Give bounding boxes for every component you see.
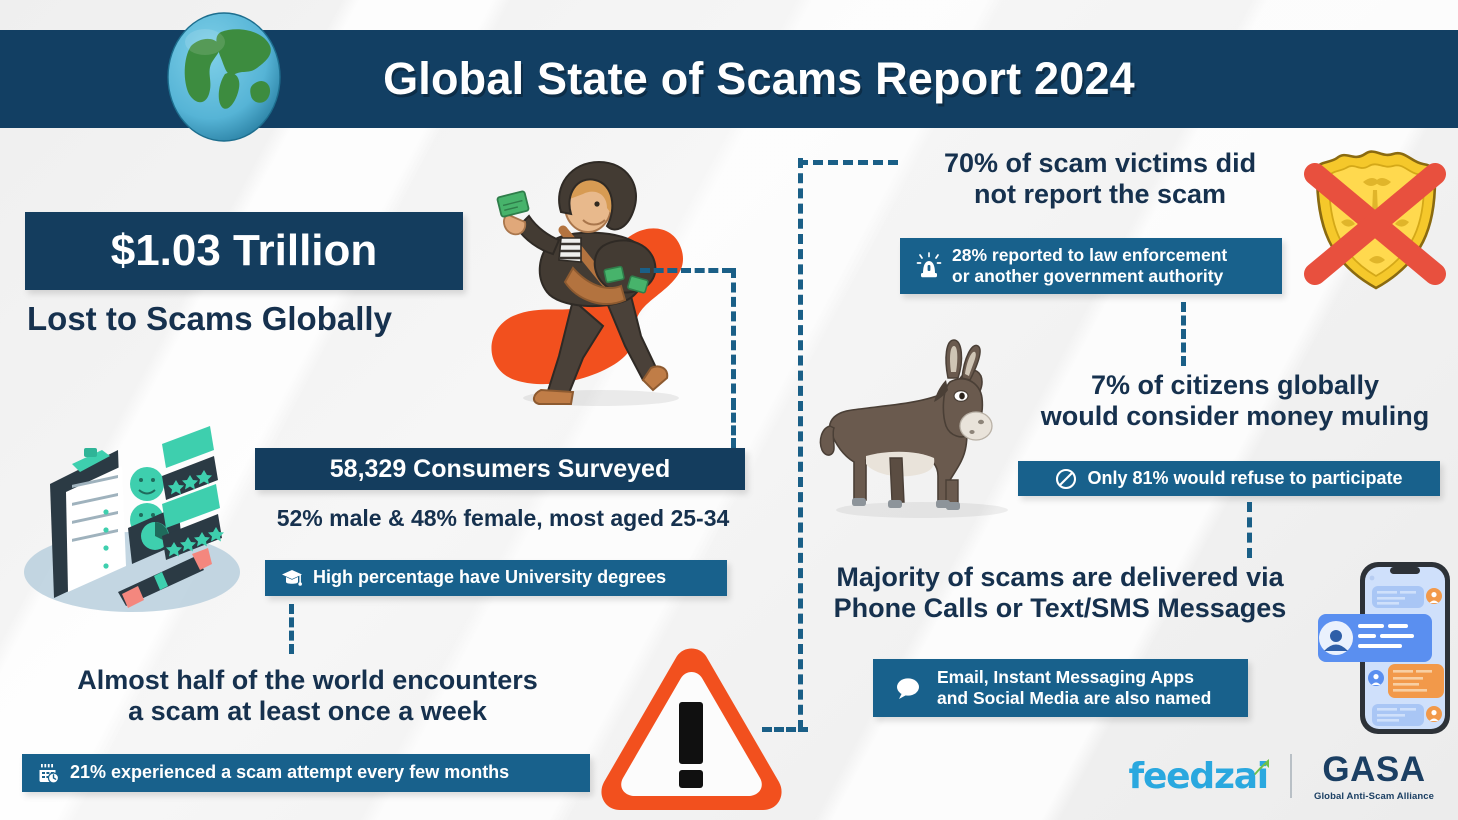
report-line-2: not report the scam — [973, 179, 1227, 210]
university-degrees-text: High percentage have University degrees — [313, 567, 667, 588]
email-line-1: Email, Instant Messaging Apps — [937, 666, 1195, 687]
calendar-clock-icon — [38, 763, 60, 784]
green-arrow-icon — [1250, 746, 1272, 787]
smartphone-chat-illustration — [1310, 556, 1458, 738]
university-degrees-bar: High percentage have University degrees — [265, 560, 727, 596]
donkey-illustration — [800, 330, 1035, 525]
muling-line-1: 7% of citizens globally — [1090, 370, 1380, 400]
law-line-1: 28% reported to law enforcement — [952, 244, 1228, 265]
no-entry-icon — [1055, 468, 1077, 490]
demographics-text: 52% male & 48% female, most aged 25-34 — [276, 505, 730, 531]
big-stat-subtitle: Lost to Scams Globally — [27, 300, 392, 337]
muling-line-2: would consider money muling — [1040, 401, 1430, 432]
email-line-2: and Social Media are also named — [937, 688, 1212, 708]
refuse-participate-bar: Only 81% would refuse to participate — [1018, 461, 1440, 496]
email-channels-bar: Email, Instant Messaging Apps and Social… — [873, 659, 1248, 717]
law-line-2: or another government authority — [952, 266, 1224, 286]
half-world-headline: Almost half of the world encounters a sc… — [30, 665, 585, 728]
connector-thief-to-consumers — [731, 400, 736, 448]
graduation-cap-icon — [281, 569, 303, 587]
months-attempt-bar: 21% experienced a scam attempt every few… — [22, 754, 590, 792]
email-channels-text: Email, Instant Messaging Apps and Social… — [937, 667, 1211, 710]
globe-icon — [165, 8, 283, 143]
report-line-1: 70% of scam victims did — [943, 148, 1257, 178]
connector-law-to-muling — [1181, 302, 1186, 366]
page-title: Global State of Scams Report 2024 — [383, 53, 1135, 104]
law-enforcement-bar: 28% reported to law enforcement or anoth… — [900, 238, 1282, 294]
delivery-line-1: Majority of scams are delivered via — [836, 562, 1284, 592]
feedzai-logo: feedzai — [1128, 755, 1270, 797]
speech-bubble-icon — [895, 676, 921, 700]
feedzai-wordmark: feedzai — [1128, 755, 1270, 797]
refuse-participate-text: Only 81% would refuse to participate — [1087, 467, 1403, 488]
months-attempt-text: 21% experienced a scam attempt every few… — [70, 762, 510, 783]
police-badge-crossed-out-icon — [1295, 142, 1455, 297]
gasa-logo: GASA Global Anti-Scam Alliance — [1314, 750, 1434, 802]
connector-refuse-to-delivery — [1247, 502, 1252, 558]
logo-divider — [1289, 754, 1292, 798]
scam-delivery-headline: Majority of scams are delivered via Phon… — [810, 562, 1310, 625]
connector-main-vertical-trunk — [798, 158, 803, 730]
connector-thief-vertical — [731, 268, 736, 408]
consumers-surveyed-bar: 58,329 Consumers Surveyed — [255, 448, 745, 490]
law-enforcement-text: 28% reported to law enforcement or anoth… — [952, 245, 1227, 288]
gasa-tagline: Global Anti-Scam Alliance — [1313, 791, 1434, 802]
connector-warning-to-trunk — [762, 727, 808, 732]
footer-logos: feedzai GASA Global Anti-Scam Alliance — [1129, 750, 1435, 802]
half-world-line-1: Almost half of the world encounters — [77, 665, 538, 695]
big-stat-bar: $1.03 Trillion — [25, 212, 463, 290]
report-headline: 70% of scam victims did not report the s… — [900, 148, 1300, 211]
warning-triangle-icon — [585, 640, 795, 820]
connector-trunk-to-report — [798, 160, 898, 165]
connector-thief-horizontal — [640, 268, 732, 273]
delivery-line-2: Phone Calls or Text/SMS Messages — [833, 593, 1287, 624]
clipboard-survey-illustration — [10, 420, 260, 615]
gasa-wordmark: GASA — [1322, 750, 1426, 789]
police-siren-icon — [916, 252, 942, 280]
money-muling-headline: 7% of citizens globally would consider m… — [1020, 370, 1450, 433]
half-world-line-2: a scam at least once a week — [128, 696, 487, 727]
connector-university-to-half-world — [289, 604, 294, 654]
running-thief-illustration — [455, 150, 745, 420]
